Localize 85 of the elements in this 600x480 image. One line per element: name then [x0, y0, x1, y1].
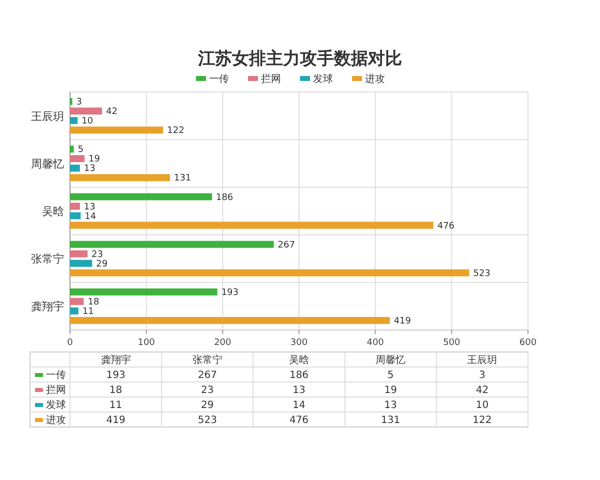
data-label: 14: [84, 212, 96, 222]
bar: [70, 126, 164, 134]
data-label: 10: [82, 116, 94, 127]
data-label: 3: [479, 370, 486, 381]
legend-label: 一传: [209, 74, 229, 85]
legend-label: 发球: [313, 73, 333, 85]
bar: [70, 193, 212, 200]
data-label: 419: [394, 316, 412, 326]
y-tick-label: 张常宁: [31, 252, 64, 266]
data-label: 122: [472, 415, 492, 426]
bar: [70, 269, 470, 276]
bar: [70, 212, 81, 220]
data-label: 193: [221, 288, 239, 298]
y-tick-label: 龚翔宇: [31, 300, 64, 314]
data-label: 13: [84, 202, 96, 212]
x-tick-label: 100: [138, 338, 156, 348]
data-label: 23: [92, 250, 104, 260]
data-label: 18: [88, 297, 100, 308]
bar: [70, 202, 80, 210]
legend-label: 拦网: [46, 384, 66, 396]
data-label: 13: [384, 400, 397, 411]
y-tick-label: 王辰玥: [31, 110, 64, 123]
data-label: 5: [78, 145, 84, 156]
bar: [70, 146, 74, 153]
data-label: 186: [216, 192, 234, 203]
data-label: 523: [473, 268, 490, 279]
data-label: 131: [381, 415, 400, 426]
data-label: 193: [106, 370, 126, 381]
data-label: 267: [198, 370, 217, 381]
x-tick-label: 400: [366, 338, 384, 348]
bar: [70, 174, 170, 182]
legend-label: 进攻: [365, 73, 385, 85]
bar: [70, 307, 78, 314]
bar: [70, 108, 102, 115]
data-label: 131: [174, 174, 192, 184]
data-label: 267: [278, 240, 295, 250]
bar: [70, 288, 218, 296]
data-label: 122: [167, 126, 184, 136]
data-label: 11: [82, 306, 94, 317]
legend-label: 发球: [46, 399, 66, 411]
bar: [70, 164, 80, 172]
data-label: 5: [387, 370, 394, 381]
chart-title: 江苏女排主力攻手数据对比: [197, 49, 402, 69]
legend-label: 拦网: [261, 73, 281, 85]
data-label: 42: [476, 385, 489, 396]
data-label: 29: [201, 400, 214, 411]
data-label: 19: [384, 385, 397, 396]
x-tick-label: 600: [519, 338, 537, 348]
bar: [70, 316, 390, 324]
data-label: 18: [109, 385, 122, 396]
data-label: 419: [106, 415, 126, 426]
data-label: 476: [437, 221, 455, 232]
y-tick-label: 周馨忆: [31, 157, 64, 170]
bar: [70, 250, 88, 258]
data-label: 10: [476, 400, 489, 411]
category-label: 周馨忆: [376, 354, 406, 366]
category-label: 吴晗: [289, 354, 309, 366]
data-label: 13: [84, 164, 96, 174]
category-label: 龚翔宇: [100, 354, 131, 366]
data-label: 476: [289, 415, 309, 426]
data-label: 13: [292, 385, 306, 396]
bar: [70, 260, 92, 267]
bar: [70, 240, 274, 248]
category-label: 张常宁: [192, 354, 222, 366]
data-label: 23: [201, 385, 214, 396]
data-label: 3: [76, 98, 82, 108]
data-label: 29: [96, 259, 108, 270]
data-label: 14: [292, 400, 306, 411]
bar: [70, 117, 78, 124]
bar: [70, 155, 85, 162]
x-tick-label: 200: [214, 338, 232, 348]
x-tick-label: 500: [443, 338, 461, 348]
data-label: 19: [88, 154, 100, 165]
bar: [70, 298, 84, 305]
data-label: 11: [109, 400, 122, 411]
bar: [70, 222, 434, 229]
x-tick-label: 300: [290, 338, 308, 348]
y-tick-label: 吴晗: [42, 205, 64, 218]
data-label: 42: [106, 107, 118, 118]
data-label: 186: [289, 370, 309, 381]
x-tick-label: 0: [67, 338, 74, 348]
category-label: 王辰玥: [467, 355, 498, 366]
data-label: 523: [198, 415, 217, 426]
legend-label: 进攻: [46, 414, 66, 426]
legend-label: 一传: [46, 370, 66, 381]
